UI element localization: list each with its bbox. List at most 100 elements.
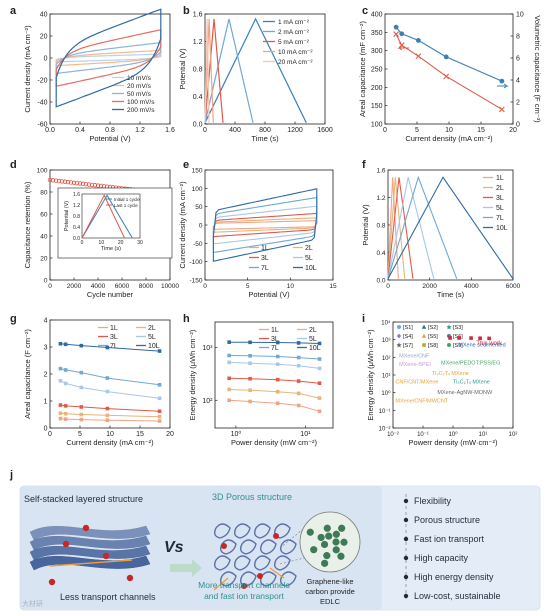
- panel-letter: j: [9, 469, 13, 481]
- data-point: [296, 355, 301, 360]
- x-tick-label: 10⁻¹: [417, 432, 429, 438]
- data-point: [63, 411, 68, 416]
- data-point: [79, 343, 84, 348]
- x-tick-label: 20: [166, 431, 174, 438]
- legend-label: 3L: [496, 195, 504, 202]
- x-tick-label: 10²: [509, 432, 518, 438]
- data-point: [498, 106, 505, 113]
- retention-point: [53, 178, 59, 183]
- mid-caption-line1: More transport channels: [198, 580, 290, 590]
- inset-y-tick-label: 0.8: [73, 214, 80, 220]
- porous-cell: [219, 571, 237, 587]
- retention-point: [83, 181, 89, 187]
- feature-bullet: [403, 536, 409, 542]
- x-axis-label: Current density (mA cm⁻²): [405, 134, 493, 143]
- carbon-caption-line2: carbon provide: [305, 587, 355, 596]
- legend-label: [S8]: [428, 343, 438, 349]
- y-tick-label: 40: [40, 12, 48, 19]
- legend-label: 7L: [261, 265, 269, 272]
- y2-tick-label: 8: [516, 34, 520, 41]
- porous-cell: [253, 555, 271, 571]
- cv-curve: [55, 49, 162, 67]
- data-point: [79, 370, 84, 375]
- data-point: [58, 378, 63, 383]
- data-point: [317, 366, 322, 371]
- data-point: [248, 376, 252, 381]
- data-point: [79, 412, 84, 417]
- x-tick-label: 15: [329, 283, 337, 290]
- x-tick-label: 20: [509, 127, 517, 134]
- data-point: [415, 38, 421, 43]
- legend-marker: [396, 333, 402, 339]
- this-work-point: [448, 336, 452, 340]
- retention-point: [89, 182, 95, 188]
- panel-letter: h: [183, 313, 190, 325]
- porous-cell: [279, 539, 297, 555]
- data-point: [317, 357, 322, 361]
- retention-point: [74, 180, 80, 186]
- inset-y-tick-label: 1.6: [73, 192, 80, 198]
- y-tick-label: 1: [44, 399, 48, 406]
- legend-label: [S7]: [403, 343, 413, 349]
- legend-label: 5L: [309, 336, 317, 343]
- annotation-label: MXene/CNF/MWCNT: [395, 398, 449, 404]
- y-tick-label: -100: [189, 259, 202, 266]
- x-tick-label: 400: [229, 127, 241, 134]
- data-point: [79, 405, 84, 409]
- legend-label: [S1]: [403, 325, 413, 331]
- data-point: [227, 353, 231, 358]
- gcd-curve: [204, 18, 214, 123]
- x-tick-label: 1600: [317, 127, 333, 134]
- cv-curve: [55, 41, 162, 75]
- porous-cell: [213, 555, 231, 571]
- cv-curve: [212, 188, 318, 262]
- legend-label: 1L: [271, 327, 279, 334]
- panel-e: 0 5 10 15 -150 -100 -50 0 50 100 150 Potential (V) C…: [178, 168, 337, 300]
- porous-cell: [233, 555, 251, 571]
- x-axis-label: Potential (V): [89, 134, 131, 143]
- y-tick-label: 3: [44, 345, 48, 352]
- data-point: [79, 417, 84, 422]
- y-axis-label: Current density (mA cm⁻²): [178, 181, 187, 269]
- ion-sphere: [102, 552, 110, 560]
- data-point: [275, 389, 280, 394]
- x-tick-label: 4000: [91, 283, 106, 290]
- data-point: [157, 383, 162, 387]
- y-tick-label: 10⁻²: [379, 427, 391, 433]
- this-work-point: [469, 336, 473, 340]
- y-tick-label: 0.0: [193, 122, 203, 129]
- legend-marker: [421, 333, 427, 338]
- y-tick-label: 10³: [382, 338, 391, 344]
- data-point: [275, 362, 280, 366]
- x-tick-label: 0: [203, 283, 207, 290]
- series-line: [229, 389, 320, 399]
- retention-point: [71, 180, 77, 185]
- y-axis-label: Areal capacitance (mF cm⁻²): [358, 20, 367, 117]
- legend-label: 2L: [148, 325, 156, 332]
- panel-letter: d: [10, 159, 17, 171]
- gcd-curve: [387, 177, 435, 279]
- series-line: [229, 377, 320, 384]
- plot-frame: [214, 321, 334, 429]
- transform-arrow: [170, 559, 202, 577]
- y-tick-label: 1.6: [193, 12, 203, 19]
- series-line: [60, 368, 160, 386]
- y-tick-label: 100: [37, 168, 48, 175]
- x-tick-label: 10¹: [479, 432, 488, 438]
- plot-frame: [204, 169, 334, 281]
- porous-cell: [219, 539, 237, 555]
- series-line: [229, 341, 320, 344]
- x-tick-label: 0: [203, 127, 207, 134]
- carbon-bead: [317, 533, 325, 542]
- x-tick-label: 0: [386, 283, 390, 290]
- panel-g: 0 5 10 15 20 0 1 2 3 4 Current density (mA cm⁻²) Ar…: [23, 318, 174, 448]
- legend-label: 5 mA cm⁻²: [278, 39, 310, 46]
- data-point: [105, 418, 110, 422]
- feature-text: Low-cost, sustainable: [414, 591, 501, 601]
- cv-curve: [212, 212, 318, 238]
- series-line: [229, 355, 320, 360]
- y-tick-label: 0: [44, 426, 48, 433]
- legend-label: 1 mA cm⁻²: [278, 19, 310, 26]
- data-point: [105, 413, 110, 418]
- y2-tick-label: 4: [516, 78, 520, 85]
